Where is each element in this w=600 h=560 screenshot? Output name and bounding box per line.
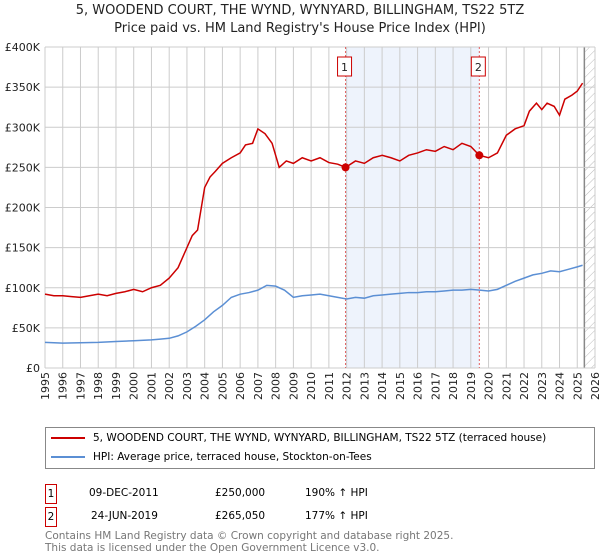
y-tick-label: £300K — [5, 121, 41, 134]
marker-badge: 1 — [45, 484, 57, 504]
y-tick-label: £350K — [5, 81, 41, 94]
legend-label: HPI: Average price, terraced house, Stoc… — [93, 451, 372, 463]
marker-badge: 2 — [45, 507, 57, 527]
x-tick-label: 2005 — [216, 372, 229, 400]
y-tick-label: £250K — [5, 161, 41, 174]
chart-subtitle: Price paid vs. HM Land Registry's House … — [114, 21, 486, 36]
x-tick-label: 2003 — [181, 372, 194, 400]
transaction-price: £265,050 — [215, 510, 266, 522]
transaction-date: 24-JUN-2019 — [91, 510, 158, 522]
x-tick-label: 1998 — [92, 372, 105, 400]
legend: 5, WOODEND COURT, THE WYND, WYNYARD, BIL… — [45, 427, 595, 469]
legend-item-property: 5, WOODEND COURT, THE WYND, WYNYARD, BIL… — [51, 432, 546, 444]
x-tick-label: 2011 — [323, 372, 336, 400]
x-tick-label: 2023 — [536, 372, 549, 400]
x-tick-label: 2002 — [163, 372, 176, 400]
x-tick-label: 2026 — [589, 372, 600, 400]
footer-copyright: Contains HM Land Registry data © Crown c… — [45, 530, 454, 542]
blue-line-swatch — [51, 456, 85, 458]
series-line — [44, 264, 583, 344]
x-tick-label: 1997 — [74, 372, 87, 400]
legend-item-hpi: HPI: Average price, terraced house, Stoc… — [51, 451, 372, 463]
x-tick-label: 2020 — [483, 372, 496, 400]
transaction-hpi: 177% ↑ HPI — [305, 510, 368, 522]
y-tick-label: £0 — [26, 362, 40, 375]
x-tick-label: 2021 — [500, 372, 513, 400]
x-tick-label: 2004 — [199, 372, 212, 400]
chart-title: 5, WOODEND COURT, THE WYND, WYNYARD, BIL… — [75, 3, 525, 18]
x-tick-label: 2016 — [412, 372, 425, 400]
marker-label: 2 — [475, 61, 482, 74]
x-tick-label: 2025 — [571, 372, 584, 400]
x-tick-label: 1996 — [57, 372, 70, 400]
marker-label: 1 — [341, 61, 348, 74]
x-tick-label: 2024 — [554, 372, 567, 400]
legend-label: 5, WOODEND COURT, THE WYND, WYNYARD, BIL… — [93, 432, 547, 444]
x-tick-label: 2008 — [270, 372, 283, 400]
x-tick-label: 2012 — [341, 372, 354, 400]
x-tick-label: 2007 — [252, 372, 265, 400]
footer-licence: This data is licensed under the Open Gov… — [45, 542, 380, 554]
red-line-swatch — [51, 437, 85, 439]
y-tick-label: £200K — [5, 202, 41, 215]
sale-point — [341, 163, 350, 172]
series-line — [44, 82, 584, 299]
y-tick-label: £150K — [5, 242, 41, 255]
x-tick-label: 1999 — [110, 372, 123, 400]
price-chart: 1995 1996 1997 1998 1999 2000 2001 2002 2003 2004… — [5, 41, 600, 400]
y-tick-label: £400K — [5, 41, 41, 54]
x-tick-label: 1995 — [39, 372, 52, 400]
x-tick-label: 2014 — [376, 372, 389, 400]
x-tick-label: 2019 — [465, 372, 478, 400]
x-tick-label: 2009 — [287, 372, 300, 400]
transaction-price: £250,000 — [215, 487, 266, 499]
footer: Contains HM Land Registry data © Crown c… — [45, 530, 453, 554]
x-tick-label: 2017 — [429, 372, 442, 400]
sale-point — [475, 151, 484, 160]
y-tick-label: £100K — [5, 282, 41, 295]
x-tick-label: 2015 — [394, 372, 407, 400]
x-tick-label: 2018 — [447, 372, 460, 400]
x-tick-label: 2022 — [518, 372, 531, 400]
x-tick-label: 2010 — [305, 372, 318, 400]
x-tick-label: 2001 — [145, 372, 158, 400]
y-tick-label: £50K — [12, 322, 41, 335]
x-tick-label: 2006 — [234, 372, 247, 400]
marker-badge — [470, 56, 486, 77]
marker-badge — [337, 56, 353, 77]
transaction-date: 09-DEC-2011 — [89, 487, 159, 499]
transaction-hpi: 190% ↑ HPI — [305, 487, 368, 499]
x-tick-label: 2000 — [128, 372, 141, 400]
x-tick-label: 2013 — [358, 372, 371, 400]
